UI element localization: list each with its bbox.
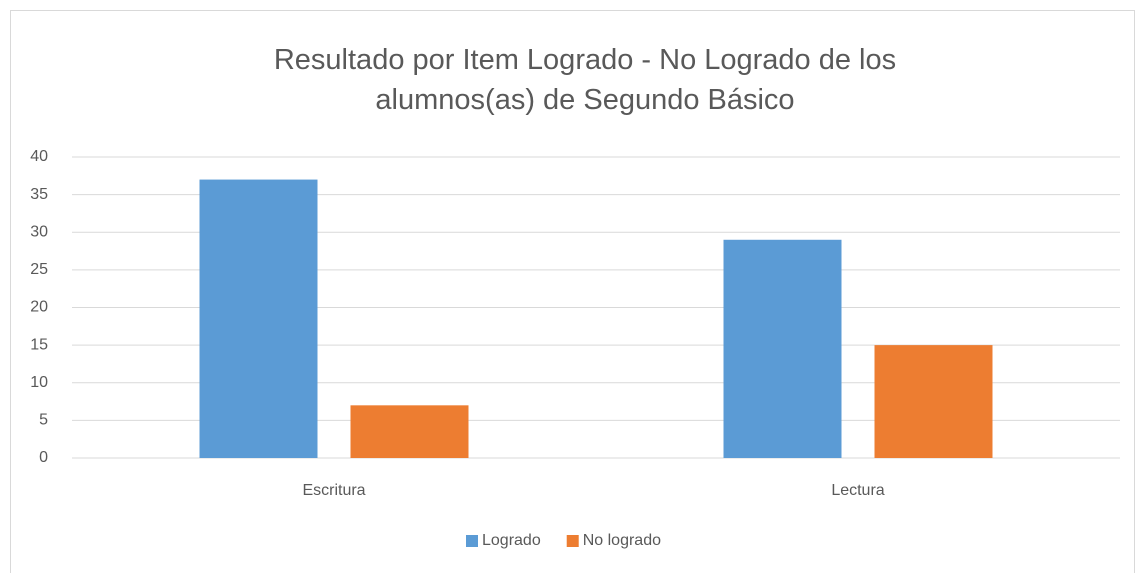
y-tick-label: 5 <box>39 412 48 429</box>
y-tick-label: 15 <box>30 336 48 353</box>
x-tick-label: Lectura <box>831 482 884 499</box>
y-tick-label: 40 <box>30 148 48 165</box>
bar <box>874 345 993 458</box>
legend-swatch <box>466 535 478 547</box>
y-tick-label: 25 <box>30 261 48 278</box>
y-tick-label: 35 <box>30 186 48 203</box>
chart-frame <box>10 10 1135 573</box>
x-tick-label: Escritura <box>302 482 365 499</box>
legend-label: No logrado <box>583 532 661 549</box>
bar <box>199 179 318 458</box>
y-tick-label: 0 <box>39 449 48 466</box>
bar <box>723 239 842 458</box>
chart-title: Resultado por Item Logrado - No Logrado … <box>273 44 897 116</box>
y-tick-label: 20 <box>30 299 48 316</box>
legend-swatch <box>566 535 579 547</box>
legend-label: Logrado <box>482 532 541 549</box>
y-tick-label: 10 <box>30 374 48 391</box>
bar <box>350 405 469 458</box>
y-tick-label: 30 <box>30 223 48 240</box>
